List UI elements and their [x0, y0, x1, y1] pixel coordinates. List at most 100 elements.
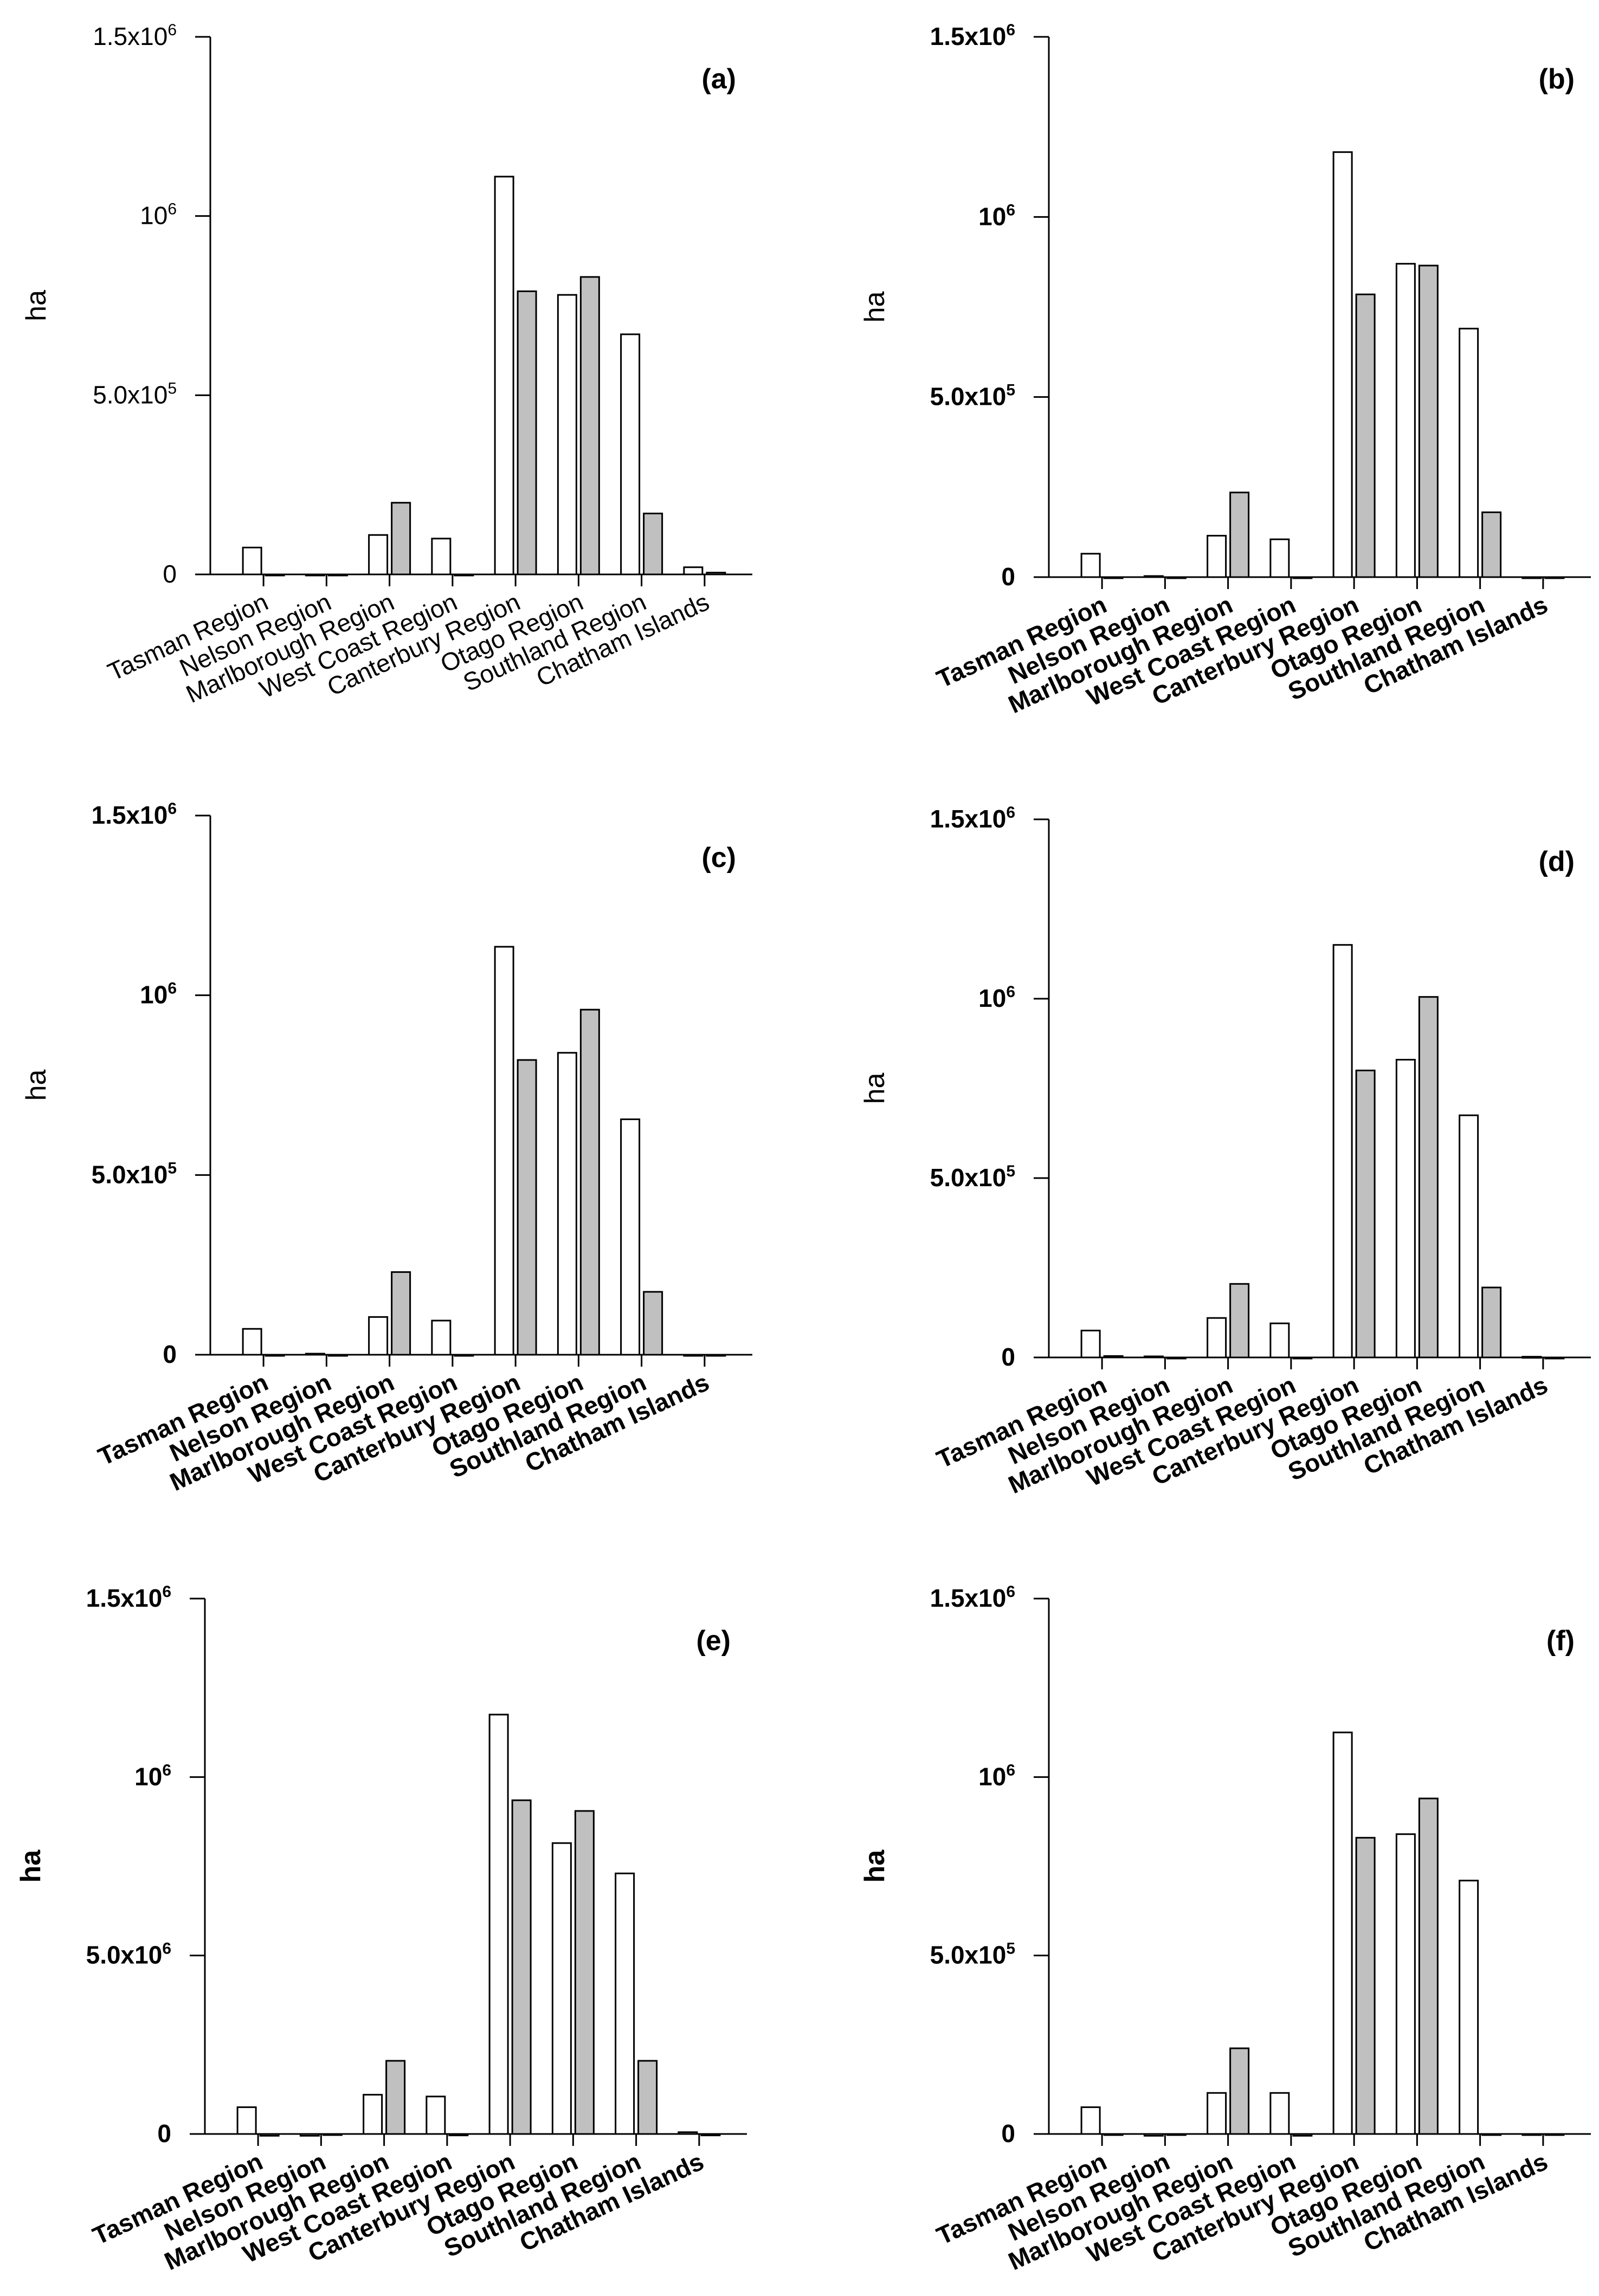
- y-tick-label-base: 10: [978, 202, 1006, 230]
- bar-2: [643, 1291, 663, 1356]
- y-tick-label: 1.5x106: [930, 21, 1015, 50]
- y-tick-label-exponent: 5: [1006, 1940, 1015, 1958]
- y-tick-label-exponent: 5: [1006, 381, 1015, 399]
- y-tick-label-exponent: 6: [167, 201, 177, 218]
- y-tick-label: 0: [1001, 562, 1015, 591]
- bar-2: [1481, 2133, 1502, 2136]
- bar-1: [551, 1842, 572, 2135]
- y-tick-label-exponent: 6: [1006, 21, 1015, 39]
- bar-2: [1292, 2133, 1313, 2137]
- bar-1: [1269, 1322, 1290, 1359]
- bar-1: [1459, 327, 1479, 578]
- y-axis-label: ha: [15, 1849, 47, 1883]
- bar-1: [1332, 1731, 1353, 2135]
- bar-1: [1395, 1833, 1416, 2135]
- bar-2: [706, 572, 726, 575]
- bar-2: [511, 1799, 532, 2135]
- bar-1: [1207, 2092, 1227, 2135]
- y-tick-label: 106: [140, 980, 177, 1009]
- bar-1: [305, 1353, 325, 1356]
- y-tick-label-exponent: 6: [1006, 804, 1015, 822]
- y-tick-label: 1.5x106: [930, 804, 1015, 833]
- y-tick-label-base: 1.5x10: [86, 1584, 163, 1612]
- panel-label: (f): [1546, 1625, 1575, 1657]
- bar-1: [557, 1052, 577, 1356]
- y-tick-label-base: 10: [140, 202, 167, 230]
- y-tick-label-exponent: 6: [162, 1940, 171, 1958]
- bar-2: [1166, 576, 1187, 579]
- bar-2: [1418, 996, 1439, 1359]
- y-tick-label-base: 5.0x10: [930, 1941, 1007, 1969]
- bar-1: [236, 2106, 257, 2135]
- y-tick-label-base: 0: [1001, 2119, 1015, 2148]
- y-tick-label: 5.0x106: [86, 1940, 171, 1969]
- y-tick-label-base: 0: [157, 2119, 171, 2148]
- panel-label: (b): [1539, 63, 1575, 95]
- bar-1: [620, 333, 641, 575]
- y-tick-label-base: 1.5x10: [930, 805, 1007, 833]
- y-tick-label-base: 5.0x10: [930, 1163, 1007, 1192]
- bar-1: [1143, 1355, 1164, 1359]
- bar-1: [683, 566, 704, 575]
- y-tick-label-exponent: 6: [1006, 201, 1015, 219]
- bar-2: [700, 2133, 721, 2137]
- bar-1: [1332, 944, 1353, 1359]
- y-tick-label-base: 1.5x10: [930, 22, 1007, 50]
- bar-1: [1080, 2106, 1101, 2135]
- y-tick-label-base: 10: [140, 981, 167, 1009]
- bar-2: [1292, 576, 1313, 579]
- bar-1: [1459, 1879, 1479, 2135]
- bar-1: [1207, 1317, 1227, 1359]
- y-tick-label: 5.0x105: [930, 1940, 1015, 1969]
- y-tick-label: 1.5x106: [930, 1583, 1015, 1612]
- y-tick-label: 106: [140, 201, 177, 230]
- bar-2: [1355, 293, 1376, 578]
- bar-1: [620, 1118, 641, 1356]
- y-tick-label: 106: [978, 201, 1015, 230]
- y-tick-label-base: 5.0x10: [930, 383, 1007, 411]
- y-tick-label: 0: [157, 2119, 171, 2148]
- bar-1: [1521, 2133, 1542, 2136]
- bar-1: [242, 546, 262, 575]
- bar-1: [305, 573, 325, 577]
- bar-2: [391, 1271, 411, 1356]
- bar-2: [643, 513, 663, 575]
- y-tick-label-exponent: 6: [167, 21, 177, 39]
- bar-1: [1269, 538, 1290, 578]
- panel-label: (c): [701, 842, 736, 874]
- bar-1: [299, 2133, 320, 2137]
- y-tick-label-base: 1.5x10: [930, 1584, 1007, 1612]
- bar-2: [327, 573, 348, 577]
- y-tick-label: 1.5x106: [93, 21, 177, 50]
- bar-1: [368, 1316, 389, 1356]
- bar-2: [448, 2133, 469, 2137]
- y-axis-label: ha: [21, 1070, 52, 1101]
- y-tick-label-base: 1.5x10: [93, 22, 167, 50]
- bar-1: [431, 1320, 452, 1356]
- bar-2: [1418, 1797, 1439, 2135]
- bar-2: [1355, 1069, 1376, 1359]
- y-tick-label-exponent: 5: [167, 1159, 177, 1177]
- panel-label: (a): [701, 63, 736, 95]
- y-tick-label: 106: [978, 983, 1015, 1012]
- bar-1: [1080, 553, 1101, 578]
- y-tick-label: 5.0x105: [93, 379, 177, 409]
- bar-2: [454, 573, 474, 577]
- bar-2: [391, 502, 411, 575]
- y-tick-label-base: 0: [163, 560, 177, 588]
- bar-2: [322, 2133, 343, 2136]
- y-tick-label-exponent: 6: [162, 1761, 171, 1779]
- bar-1: [431, 538, 452, 575]
- y-tick-label: 5.0x105: [930, 381, 1015, 411]
- bar-1: [615, 1872, 635, 2135]
- bar-1: [1521, 1356, 1542, 1359]
- y-tick-label: 5.0x105: [92, 1159, 177, 1188]
- y-axis-label: ha: [859, 292, 891, 323]
- bar-2: [517, 290, 537, 575]
- y-tick-label-exponent: 6: [1006, 1583, 1015, 1601]
- bar-2: [1292, 1356, 1313, 1360]
